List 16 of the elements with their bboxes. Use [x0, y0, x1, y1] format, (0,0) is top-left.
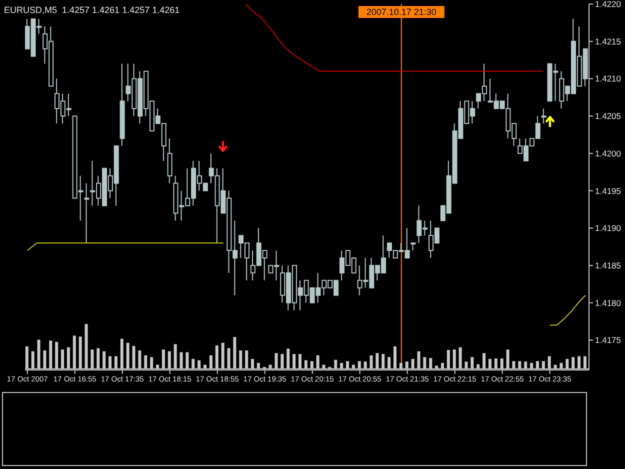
y-tick-label: 1.4215	[595, 36, 622, 46]
y-tick-label: 1.4180	[595, 298, 622, 308]
y-tick-label: 1.4205	[595, 111, 622, 122]
line-series	[245, 4, 544, 72]
y-tick-label: 1.4185	[595, 260, 622, 270]
ref-line-label: 2007.10.17 21:30	[366, 7, 436, 17]
y-tick-label: 1.4190	[595, 223, 622, 234]
y-tick-label: 1.4195	[595, 186, 622, 196]
chart-title: EURUSD,M5 1.4257 1.4261 1.4257 1.4261	[4, 5, 180, 15]
y-tick-label: 1.4210	[595, 74, 622, 84]
candlestick	[84, 182, 90, 244]
y-tick-label: 1.4200	[595, 148, 622, 158]
y-tick-label: 1.4175	[595, 335, 622, 346]
candlestick	[167, 138, 172, 184]
candlestick	[541, 108, 546, 124]
y-tick-label: 1.4220	[595, 0, 622, 10]
